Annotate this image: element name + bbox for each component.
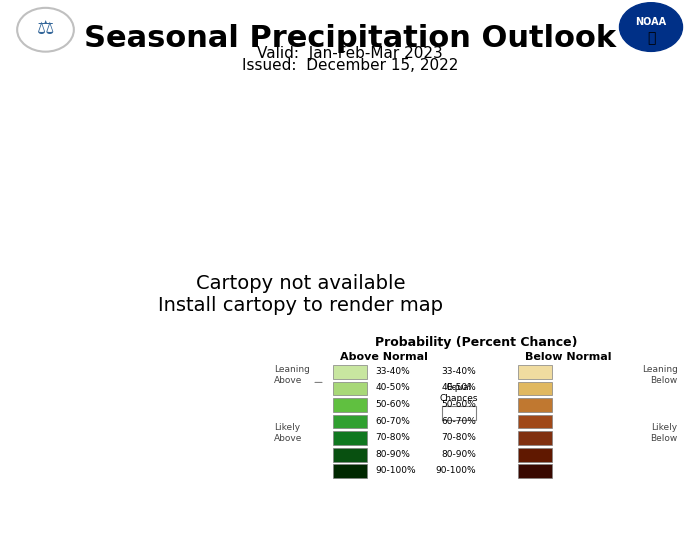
Text: 50-60%: 50-60% bbox=[375, 400, 410, 409]
FancyBboxPatch shape bbox=[518, 448, 552, 461]
FancyBboxPatch shape bbox=[518, 365, 552, 379]
Text: 90-100%: 90-100% bbox=[375, 466, 416, 475]
Text: Leaning
Above: Leaning Above bbox=[274, 365, 310, 385]
Text: Below Normal: Below Normal bbox=[525, 352, 612, 362]
FancyBboxPatch shape bbox=[333, 398, 367, 412]
Text: Probability (Percent Chance): Probability (Percent Chance) bbox=[374, 335, 578, 348]
Text: Above Normal: Above Normal bbox=[340, 352, 428, 362]
Text: 70-80%: 70-80% bbox=[375, 433, 410, 442]
Text: Likely
Above: Likely Above bbox=[274, 423, 303, 443]
Text: 33-40%: 33-40% bbox=[375, 367, 410, 376]
Text: ⚖: ⚖ bbox=[36, 20, 55, 39]
Text: 33-40%: 33-40% bbox=[441, 367, 476, 376]
Text: Seasonal Precipitation Outlook: Seasonal Precipitation Outlook bbox=[84, 24, 616, 54]
Text: 40-50%: 40-50% bbox=[441, 384, 476, 392]
FancyBboxPatch shape bbox=[333, 414, 367, 428]
Circle shape bbox=[620, 3, 682, 51]
Text: 50-60%: 50-60% bbox=[441, 400, 476, 409]
FancyBboxPatch shape bbox=[518, 414, 552, 428]
Text: 40-50%: 40-50% bbox=[375, 384, 410, 392]
FancyBboxPatch shape bbox=[333, 431, 367, 445]
FancyBboxPatch shape bbox=[518, 464, 552, 478]
FancyBboxPatch shape bbox=[333, 381, 367, 395]
Text: 70-80%: 70-80% bbox=[441, 433, 476, 442]
Text: 60-70%: 60-70% bbox=[375, 417, 410, 426]
Text: 80-90%: 80-90% bbox=[441, 450, 476, 459]
Text: Likely
Below: Likely Below bbox=[650, 423, 678, 443]
FancyBboxPatch shape bbox=[333, 448, 367, 461]
Text: NOAA: NOAA bbox=[636, 17, 666, 27]
FancyBboxPatch shape bbox=[518, 381, 552, 395]
Text: Issued:  December 15, 2022: Issued: December 15, 2022 bbox=[241, 58, 458, 73]
Text: Cartopy not available
Install cartopy to render map: Cartopy not available Install cartopy to… bbox=[158, 274, 444, 315]
FancyBboxPatch shape bbox=[518, 398, 552, 412]
Text: 80-90%: 80-90% bbox=[375, 450, 410, 459]
Text: 🌊: 🌊 bbox=[647, 31, 655, 45]
Text: 60-70%: 60-70% bbox=[441, 417, 476, 426]
Text: Equal
Chances: Equal Chances bbox=[440, 383, 479, 403]
Text: Leaning
Below: Leaning Below bbox=[642, 365, 678, 385]
FancyBboxPatch shape bbox=[518, 431, 552, 445]
Text: 90-100%: 90-100% bbox=[435, 466, 476, 475]
FancyBboxPatch shape bbox=[333, 365, 367, 379]
FancyBboxPatch shape bbox=[333, 464, 367, 478]
Text: Valid:  Jan-Feb-Mar 2023: Valid: Jan-Feb-Mar 2023 bbox=[257, 46, 443, 61]
FancyBboxPatch shape bbox=[442, 406, 476, 420]
